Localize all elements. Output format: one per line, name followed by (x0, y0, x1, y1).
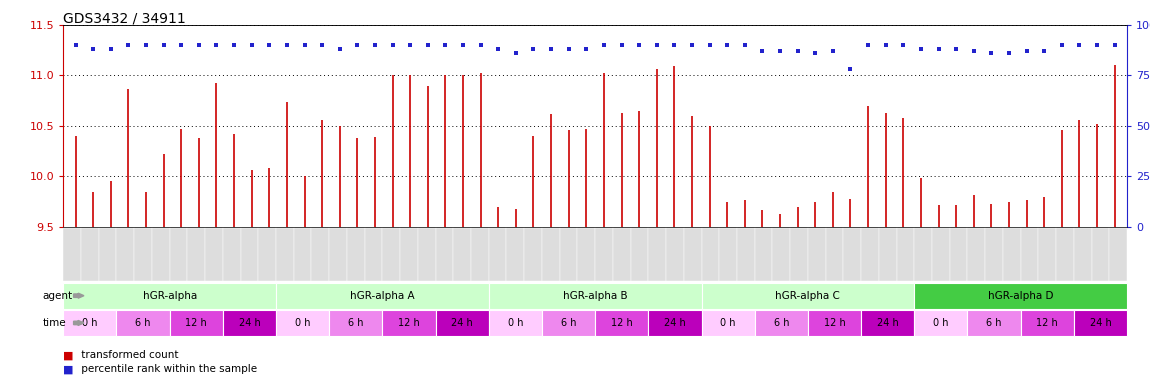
Point (912, 46, 930, 52)
Text: 12 h: 12 h (1036, 318, 1058, 328)
Text: 0 h: 0 h (933, 318, 949, 328)
Point (612, 42, 630, 48)
Point (560, 46, 578, 52)
Point (1035, 48, 1053, 54)
Point (330, 46, 348, 52)
Text: 6 h: 6 h (561, 318, 576, 328)
Text: 12 h: 12 h (185, 318, 207, 328)
Point (770, 48, 789, 54)
Point (348, 42, 367, 48)
Text: 24 h: 24 h (664, 318, 685, 328)
Point (277, 42, 296, 48)
Text: 12 h: 12 h (823, 318, 845, 328)
Point (225, 42, 244, 48)
Text: 0 h: 0 h (507, 318, 523, 328)
Point (472, 42, 490, 48)
Text: ■: ■ (63, 350, 74, 360)
Point (736, 42, 754, 48)
Point (577, 46, 596, 52)
Point (876, 42, 895, 48)
Text: 6 h: 6 h (348, 318, 363, 328)
Point (999, 50, 1018, 56)
Point (489, 46, 507, 52)
Point (982, 50, 1000, 56)
Point (120, 42, 138, 48)
Point (647, 42, 666, 48)
Point (101, 46, 120, 52)
Point (507, 50, 526, 56)
Point (454, 42, 473, 48)
Text: 24 h: 24 h (238, 318, 260, 328)
Text: hGR-alpha: hGR-alpha (143, 291, 197, 301)
Text: ■: ■ (63, 364, 74, 374)
Text: hGR-alpha D: hGR-alpha D (988, 291, 1053, 301)
Text: 6 h: 6 h (987, 318, 1002, 328)
Point (965, 48, 983, 54)
Point (260, 42, 278, 48)
Point (842, 66, 860, 73)
Point (190, 42, 208, 48)
Point (383, 42, 401, 48)
Point (683, 42, 702, 48)
Point (172, 42, 191, 48)
Point (1105, 42, 1124, 48)
Point (436, 42, 454, 48)
Point (84, 46, 102, 52)
Point (789, 48, 807, 54)
Text: hGR-alpha B: hGR-alpha B (562, 291, 628, 301)
Text: 0 h: 0 h (720, 318, 736, 328)
Point (700, 42, 719, 48)
Point (665, 42, 683, 48)
Point (823, 48, 842, 54)
Text: 0 h: 0 h (294, 318, 311, 328)
Point (524, 46, 543, 52)
Point (1018, 48, 1036, 54)
Point (946, 46, 965, 52)
Point (929, 46, 948, 52)
Point (1088, 42, 1106, 48)
Text: 6 h: 6 h (136, 318, 151, 328)
Text: 12 h: 12 h (398, 318, 420, 328)
Point (718, 42, 736, 48)
Text: 12 h: 12 h (611, 318, 632, 328)
Text: 6 h: 6 h (774, 318, 789, 328)
Point (296, 42, 314, 48)
Point (806, 50, 825, 56)
Point (243, 42, 261, 48)
Point (401, 42, 420, 48)
Point (630, 42, 649, 48)
Point (207, 42, 225, 48)
Text: 24 h: 24 h (876, 318, 898, 328)
Point (542, 46, 560, 52)
Point (137, 42, 155, 48)
Text: 24 h: 24 h (451, 318, 473, 328)
Text: transformed count: transformed count (78, 350, 178, 360)
Text: 0 h: 0 h (82, 318, 98, 328)
Text: agent: agent (43, 291, 72, 301)
Point (154, 42, 172, 48)
Point (366, 42, 384, 48)
Text: GDS3432 / 34911: GDS3432 / 34911 (63, 12, 186, 25)
Point (419, 42, 437, 48)
Text: 24 h: 24 h (1089, 318, 1111, 328)
Text: hGR-alpha C: hGR-alpha C (775, 291, 841, 301)
Point (753, 48, 772, 54)
Point (313, 42, 331, 48)
Point (859, 42, 877, 48)
Text: time: time (43, 318, 67, 328)
Point (595, 42, 613, 48)
Text: percentile rank within the sample: percentile rank within the sample (78, 364, 258, 374)
Point (1052, 42, 1071, 48)
Point (1071, 42, 1089, 48)
Point (67, 42, 85, 48)
Text: hGR-alpha A: hGR-alpha A (350, 291, 415, 301)
Point (895, 42, 913, 48)
